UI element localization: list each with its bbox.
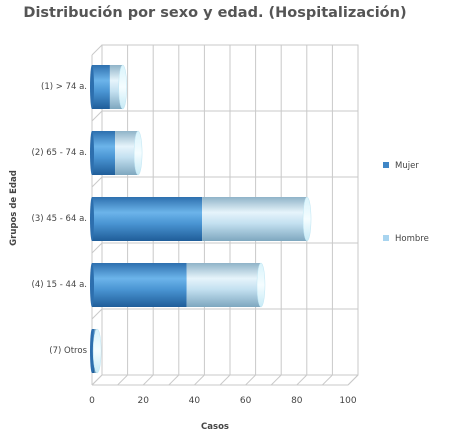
gridline-floor <box>245 374 256 386</box>
bar-hombre <box>115 131 139 175</box>
x-tick-label: 60 <box>240 396 252 406</box>
x-tick-label: 100 <box>339 396 356 406</box>
bar-end-cap <box>302 196 312 242</box>
category-label: (4) 15 - 44 a. <box>32 280 87 290</box>
bar-mujer <box>92 131 116 175</box>
gridline-floor <box>270 374 282 386</box>
x-axis-title: Casos <box>201 422 229 432</box>
bar-end-cap <box>92 328 102 374</box>
bar-end-cap <box>133 130 143 176</box>
category-label: (3) 45 - 64 a. <box>32 214 87 224</box>
category-label: (2) 65 - 74 a. <box>32 148 87 158</box>
x-tick-label: 40 <box>189 396 201 406</box>
category-label: (1) > 74 a. <box>41 82 87 92</box>
gridline-floor <box>194 374 205 386</box>
legend-swatch-mujer <box>383 162 389 168</box>
gridline-floor <box>322 374 333 386</box>
bar-end-cap <box>256 262 266 308</box>
bar-hombre <box>186 263 261 307</box>
bars <box>90 64 312 374</box>
gridline-sidewall <box>91 308 103 320</box>
gridline-floor <box>142 374 154 386</box>
bar-start-cap <box>90 65 94 109</box>
gridline-floor <box>347 374 359 386</box>
x-tick-label: 80 <box>291 396 303 406</box>
category-label: (7) Otros <box>49 346 87 356</box>
legend-label-mujer: Mujer <box>395 161 419 171</box>
bar-mujer <box>92 65 110 109</box>
gridline-floor <box>296 374 308 386</box>
gridline-floor <box>91 374 103 386</box>
bar-hombre <box>202 197 308 241</box>
legend-swatch-hombre <box>383 235 389 241</box>
bar-mujer <box>92 263 187 307</box>
axis-labels: (1) > 74 a. (2) 65 - 74 a. (3) 45 - 64 a. (… <box>9 82 357 432</box>
gridline-sidewall <box>91 176 103 188</box>
x-tick-label: 0 <box>89 396 95 406</box>
bar-mujer <box>92 197 203 241</box>
bar-start-cap <box>90 197 94 241</box>
bar-end-cap <box>118 64 127 110</box>
chart-title: Distribución por sexo y edad. (Hospitali… <box>23 5 407 21</box>
legend-label-hombre: Hombre <box>395 234 429 244</box>
gridline-floor <box>117 374 128 386</box>
gridline-floor <box>168 374 180 386</box>
x-tick-label: 20 <box>137 396 149 406</box>
gridline-sidewall <box>91 110 103 122</box>
gridline-floor <box>219 374 231 386</box>
bar-start-cap <box>90 263 94 307</box>
legend: Mujer Hombre <box>383 161 429 244</box>
y-axis-title: Grupos de Edad <box>9 170 19 246</box>
bar-start-cap <box>90 329 94 373</box>
bar-start-cap <box>90 131 94 175</box>
gridline-sidewall <box>91 242 103 254</box>
wall-edge-top <box>91 44 103 56</box>
